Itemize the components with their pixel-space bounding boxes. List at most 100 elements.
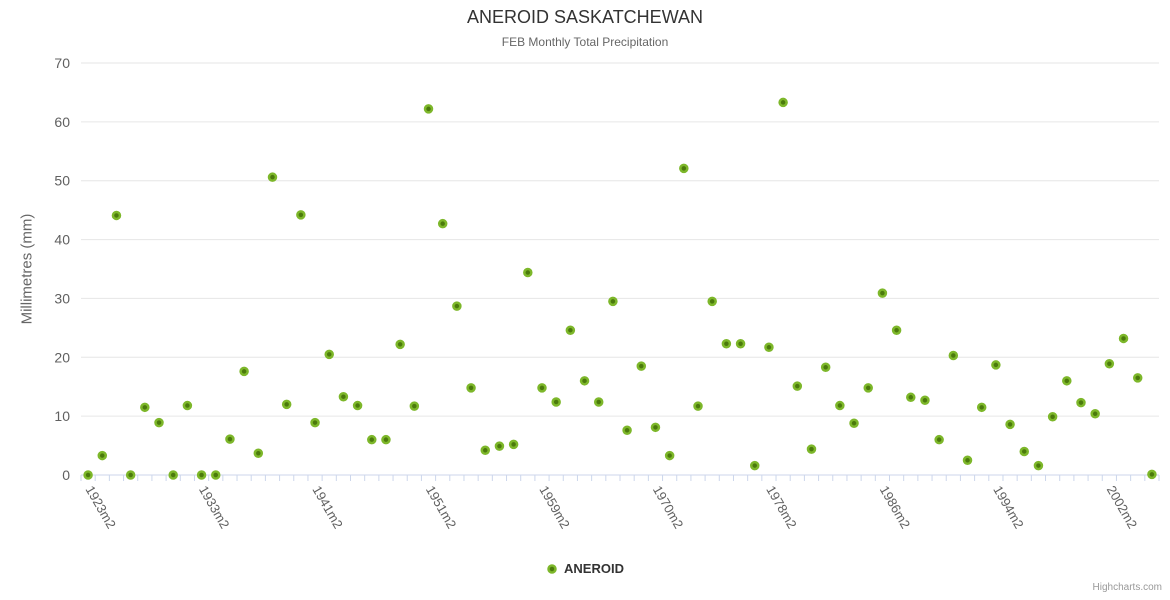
data-point[interactable] [948,350,959,361]
data-point[interactable] [1047,411,1058,422]
data-point[interactable] [664,450,675,461]
data-point[interactable] [863,383,873,393]
data-point[interactable] [750,460,760,471]
data-point[interactable] [1090,409,1100,419]
data-point[interactable] [508,439,519,450]
data-point[interactable] [1118,333,1129,344]
y-axis-tick-label: 70 [54,55,70,71]
data-point[interactable] [835,400,845,411]
data-point[interactable] [1104,359,1115,369]
data-point[interactable] [154,417,164,428]
data-point[interactable] [650,422,661,433]
data-point[interactable] [1132,373,1143,383]
data-point[interactable] [735,338,746,349]
data-point[interactable] [593,397,604,407]
x-axis-tick-label: 1941m2 [309,483,345,531]
data-point[interactable] [778,97,788,108]
data-point[interactable] [636,361,647,371]
y-axis-tick-label: 20 [54,349,70,365]
data-point[interactable] [707,296,717,307]
data-point[interactable] [849,418,859,428]
data-point[interactable] [891,325,902,335]
data-point[interactable] [622,425,632,436]
data-point[interactable] [409,401,420,411]
data-point[interactable] [480,445,490,456]
data-point[interactable] [423,104,434,114]
x-axis-tick-label: 1923m2 [82,483,118,531]
data-point[interactable] [125,470,136,480]
data-point[interactable] [1076,397,1086,408]
data-point[interactable] [182,400,193,411]
data-point[interactable] [367,434,377,445]
data-point[interactable] [906,392,916,403]
data-point[interactable] [792,381,803,391]
data-point[interactable] [1062,376,1072,386]
data-point[interactable] [565,325,576,335]
y-axis-tick-label: 40 [54,232,70,248]
data-point[interactable] [338,391,349,402]
x-axis-tick-label: 1933m2 [196,483,232,531]
data-point[interactable] [1033,460,1044,471]
x-axis-tick-label: 1970m2 [650,483,686,531]
data-point[interactable] [976,402,987,413]
data-point[interactable] [352,400,363,411]
data-point[interactable] [281,399,292,410]
data-point[interactable] [324,349,334,360]
data-point[interactable] [551,397,561,407]
y-axis-tick-label: 30 [54,290,70,306]
y-axis-tick-label: 50 [54,173,70,189]
data-point[interactable] [310,417,320,428]
data-point[interactable] [537,383,547,393]
data-point[interactable] [1019,446,1029,457]
data-point[interactable] [806,444,817,454]
data-point[interactable] [140,402,150,413]
chart-subtitle: FEB Monthly Total Precipitation [501,35,669,49]
data-point[interactable] [239,366,249,377]
data-point[interactable] [877,288,888,298]
data-point[interactable] [579,376,590,386]
data-point[interactable] [83,470,93,480]
data-point[interactable] [608,296,618,307]
data-point[interactable] [494,441,505,451]
data-point[interactable] [267,172,278,182]
y-axis-title: Millimetres (mm) [18,213,36,325]
data-point[interactable] [1005,419,1015,430]
data-point[interactable] [820,362,831,373]
data-point[interactable] [211,470,221,480]
x-axis-tick-label: 1986m2 [877,483,913,531]
data-point[interactable] [111,210,122,221]
data-point[interactable] [991,360,1001,370]
data-point[interactable] [225,434,235,444]
data-point[interactable] [437,218,448,229]
data-point[interactable] [466,383,476,393]
data-point[interactable] [679,163,689,174]
data-point[interactable] [693,401,703,411]
data-point[interactable] [920,395,930,406]
x-axis-tick-label: 1978m2 [763,483,799,531]
x-axis-tick-label: 2002m2 [1104,483,1140,531]
data-point[interactable] [764,342,774,353]
legend-item-aneroid[interactable]: ANEROID [0,561,1170,576]
credits-link[interactable]: Highcharts.com [1092,582,1162,593]
data-point[interactable] [962,455,973,466]
data-point[interactable] [523,267,533,278]
chart-title: ANEROID SASKATCHEWAN [466,7,704,27]
data-point[interactable] [721,338,732,349]
data-point[interactable] [168,470,178,480]
data-point[interactable] [395,339,405,350]
data-point[interactable] [452,301,462,311]
x-axis-tick-label: 1994m2 [990,483,1026,531]
data-point[interactable] [296,210,306,220]
data-point[interactable] [1147,469,1157,480]
legend-label: ANEROID [564,561,624,576]
x-axis-tick-label: 1959m2 [536,483,572,531]
data-point[interactable] [97,450,108,461]
y-axis-tick-label: 60 [54,114,70,130]
data-point[interactable] [253,448,264,458]
data-point[interactable] [196,470,207,480]
data-point[interactable] [381,434,391,445]
x-axis-tick-label: 1951m2 [423,483,459,531]
data-point[interactable] [934,434,944,445]
